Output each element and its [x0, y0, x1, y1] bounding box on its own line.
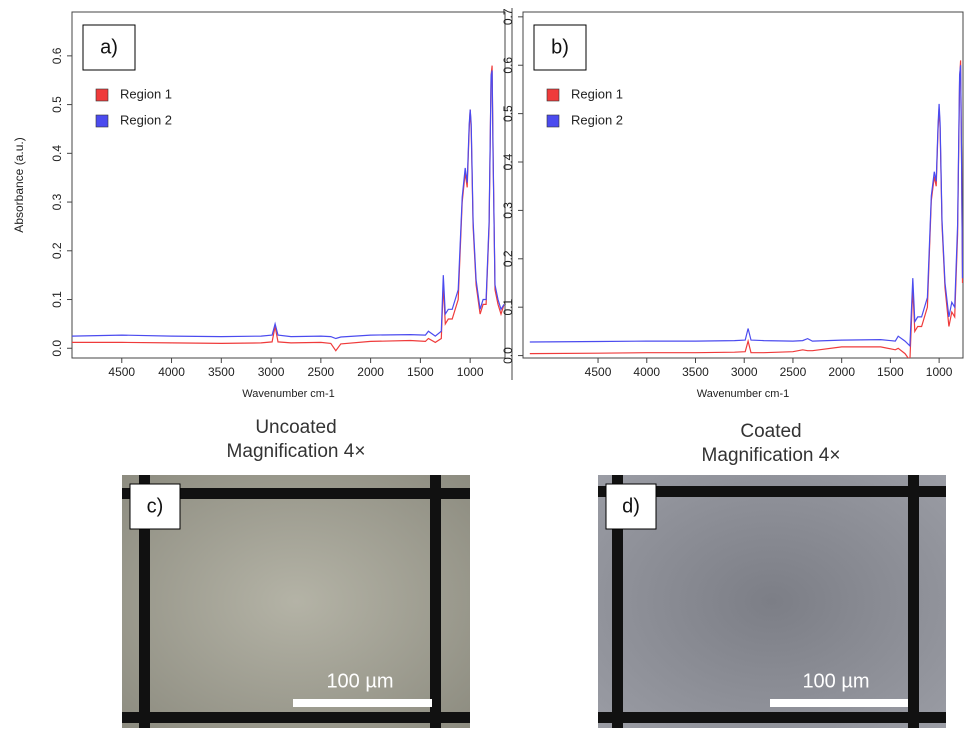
- image-subtitle: Magnification 4×: [702, 445, 841, 466]
- figure: c) 100 µm Uncoated Magnification 4× d) 1…: [0, 0, 964, 728]
- x-tick-label: 3000: [258, 365, 285, 379]
- legend-label: Region 2: [571, 112, 623, 127]
- panel-label: a): [100, 36, 118, 58]
- legend-swatch: [96, 89, 108, 101]
- y-axis-label: Absorbance (a.u.): [12, 137, 26, 232]
- y-tick-label: 0.2: [50, 242, 64, 259]
- y-tick-label: 0.5: [501, 105, 515, 122]
- scale-bar-label: 100 µm: [802, 670, 869, 692]
- y-tick-label: 0.1: [50, 291, 64, 308]
- plot-frame: [72, 12, 505, 358]
- spectrum-line: [530, 60, 963, 360]
- spectrum-line: [72, 71, 504, 339]
- x-tick-label: 3000: [731, 365, 758, 379]
- spectrum-line: [72, 66, 504, 351]
- x-tick-label: 3500: [208, 365, 235, 379]
- x-tick-label: 2500: [307, 365, 334, 379]
- legend-label: Region 2: [120, 112, 172, 127]
- y-tick-label: 0.0: [50, 340, 64, 357]
- x-tick-label: 3500: [682, 365, 709, 379]
- x-tick-label: 1000: [926, 365, 953, 379]
- spectrum-line: [530, 65, 963, 346]
- x-tick-label: 4000: [633, 365, 660, 379]
- micrograph: c) 100 µm: [122, 475, 470, 728]
- y-tick-label: 0.2: [501, 250, 515, 267]
- x-tick-label: 4500: [585, 365, 612, 379]
- micrograph: d) 100 µm: [598, 475, 946, 728]
- y-tick-label: 0.6: [501, 57, 515, 74]
- image-title: Coated: [740, 421, 801, 442]
- y-tick-label: 0.5: [50, 96, 64, 113]
- y-tick-label: 0.1: [501, 299, 515, 316]
- x-axis-label: Wavenumber cm-1: [697, 388, 790, 400]
- image-title: Uncoated: [255, 417, 336, 438]
- plot-frame: [523, 12, 963, 358]
- panel-label: b): [551, 36, 569, 58]
- x-tick-label: 2000: [357, 365, 384, 379]
- y-tick-label: 0.3: [501, 202, 515, 219]
- x-tick-label: 1500: [877, 365, 904, 379]
- x-axis-label: Wavenumber cm-1: [242, 388, 335, 400]
- y-tick-label: 0.4: [501, 153, 515, 170]
- panel-label: d): [622, 495, 640, 517]
- legend-label: Region 1: [120, 86, 172, 101]
- legend-swatch: [547, 89, 559, 101]
- legend-swatch: [547, 115, 559, 127]
- x-tick-label: 2500: [780, 365, 807, 379]
- y-tick-label: 0.4: [50, 145, 64, 162]
- y-tick-label: 0.3: [50, 193, 64, 210]
- legend-swatch: [96, 115, 108, 127]
- panel-label: c): [147, 495, 164, 517]
- x-tick-label: 1000: [457, 365, 484, 379]
- scale-bar-label: 100 µm: [326, 670, 393, 692]
- x-tick-label: 4500: [108, 365, 135, 379]
- y-tick-label: 0.6: [50, 47, 64, 64]
- y-tick-label: 0.0: [501, 347, 515, 364]
- x-tick-label: 2000: [828, 365, 855, 379]
- legend-label: Region 1: [571, 86, 623, 101]
- x-tick-label: 4000: [158, 365, 185, 379]
- y-tick-label: 0.7: [501, 8, 515, 25]
- x-tick-label: 1500: [407, 365, 434, 379]
- image-subtitle: Magnification 4×: [227, 441, 366, 462]
